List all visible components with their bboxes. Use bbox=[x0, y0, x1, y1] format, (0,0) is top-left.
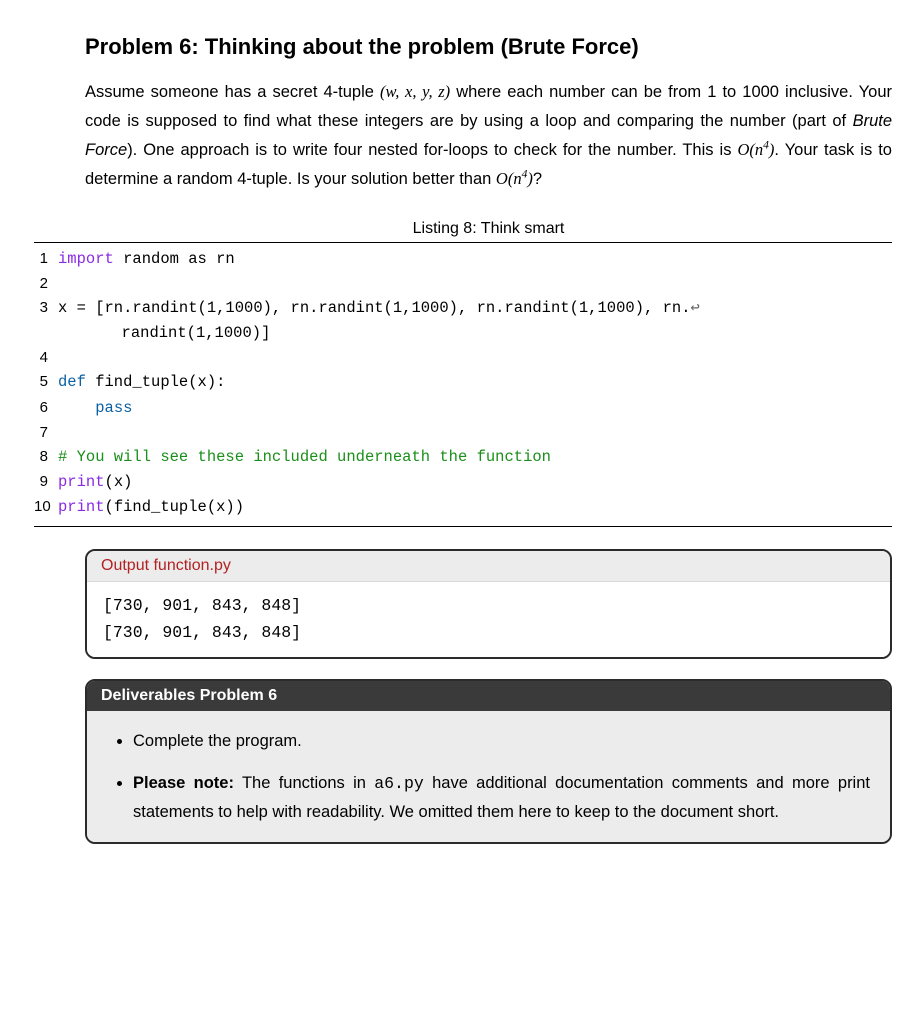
bigO-text: O(n bbox=[737, 140, 763, 159]
big-o-1: O(n4) bbox=[737, 140, 774, 159]
note-text: The functions in bbox=[234, 774, 374, 792]
code-line: 7 bbox=[34, 421, 892, 445]
kw-print: print bbox=[58, 498, 105, 516]
line-number: 8 bbox=[34, 445, 58, 470]
kw-import: import bbox=[58, 250, 114, 268]
code-line: 4 bbox=[34, 346, 892, 370]
problem-statement: Assume someone has a secret 4-tuple (w, … bbox=[85, 78, 892, 194]
line-number: 6 bbox=[34, 396, 58, 421]
line-number: 7 bbox=[34, 421, 58, 445]
prose-text: ). One approach is to write four nested … bbox=[127, 141, 737, 159]
code-comment: # You will see these included underneath… bbox=[58, 448, 551, 466]
kw-print: print bbox=[58, 473, 105, 491]
bigO-text: O(n bbox=[496, 169, 522, 188]
line-number: 10 bbox=[34, 495, 58, 520]
output-header: Output function.py bbox=[87, 551, 890, 581]
code-text bbox=[58, 346, 892, 370]
code-line: 8 # You will see these included undernea… bbox=[34, 445, 892, 470]
line-number: 9 bbox=[34, 470, 58, 495]
deliverables-header: Deliverables Problem 6 bbox=[87, 681, 890, 711]
math-tuple: (w, x, y, z) bbox=[380, 82, 450, 101]
page: Problem 6: Thinking about the problem (B… bbox=[20, 34, 904, 844]
code-line: 1 import random as rn bbox=[34, 247, 892, 272]
code-line: 2 bbox=[34, 272, 892, 296]
line-number: 1 bbox=[34, 247, 58, 272]
code-text: find_tuple(x): bbox=[86, 373, 226, 391]
list-item: Complete the program. bbox=[133, 727, 870, 755]
code-text bbox=[58, 421, 892, 445]
code-text bbox=[58, 272, 892, 296]
line-number: 4 bbox=[34, 346, 58, 370]
deliverables-list: Complete the program. Please note: The f… bbox=[107, 727, 870, 826]
prose-text: ? bbox=[533, 170, 542, 188]
output-line: [730, 901, 843, 848] bbox=[103, 623, 301, 642]
filename: a6.py bbox=[374, 774, 424, 793]
code-line: 3 x = [rn.randint(1,1000), rn.randint(1,… bbox=[34, 296, 892, 321]
note-prefix: Please note: bbox=[133, 774, 234, 792]
code-text: random as rn bbox=[114, 250, 235, 268]
big-o-2: O(n4) bbox=[496, 169, 533, 188]
code-text: randint(1,1000)] bbox=[58, 321, 892, 346]
code-line: 9 print(x) bbox=[34, 470, 892, 495]
line-number: 3 bbox=[34, 296, 58, 321]
code-text: x = [rn.randint(1,1000), rn.randint(1,10… bbox=[58, 299, 691, 317]
line-number bbox=[34, 321, 58, 346]
output-box: Output function.py [730, 901, 843, 848] … bbox=[85, 549, 892, 658]
deliverables-box: Deliverables Problem 6 Complete the prog… bbox=[85, 679, 892, 844]
kw-pass: pass bbox=[95, 399, 132, 417]
output-body: [730, 901, 843, 848] [730, 901, 843, 848… bbox=[87, 581, 890, 656]
boxes-area: Output function.py [730, 901, 843, 848] … bbox=[85, 549, 892, 844]
code-text: (x) bbox=[105, 473, 133, 491]
output-line: [730, 901, 843, 848] bbox=[103, 596, 301, 615]
code-line: 5 def find_tuple(x): bbox=[34, 370, 892, 395]
prose-text: Assume someone has a secret 4-tuple bbox=[85, 83, 380, 101]
listing-caption: Listing 8: Think smart bbox=[85, 220, 892, 238]
list-item: Please note: The functions in a6.py have… bbox=[133, 769, 870, 826]
line-number: 2 bbox=[34, 272, 58, 296]
header-block: Problem 6: Thinking about the problem (B… bbox=[85, 34, 892, 238]
deliverables-body: Complete the program. Please note: The f… bbox=[87, 711, 890, 842]
line-number: 5 bbox=[34, 370, 58, 395]
code-line-wrap: randint(1,1000)] bbox=[34, 321, 892, 346]
problem-title: Problem 6: Thinking about the problem (B… bbox=[85, 34, 892, 60]
code-listing: 1 import random as rn 2 3 x = [rn.randin… bbox=[34, 242, 892, 528]
wrap-arrow-icon: ↩ bbox=[691, 299, 700, 317]
code-text: (find_tuple(x)) bbox=[105, 498, 245, 516]
kw-def: def bbox=[58, 373, 86, 391]
code-indent bbox=[58, 399, 95, 417]
code-line: 10 print(find_tuple(x)) bbox=[34, 495, 892, 520]
code-line: 6 pass bbox=[34, 396, 892, 421]
